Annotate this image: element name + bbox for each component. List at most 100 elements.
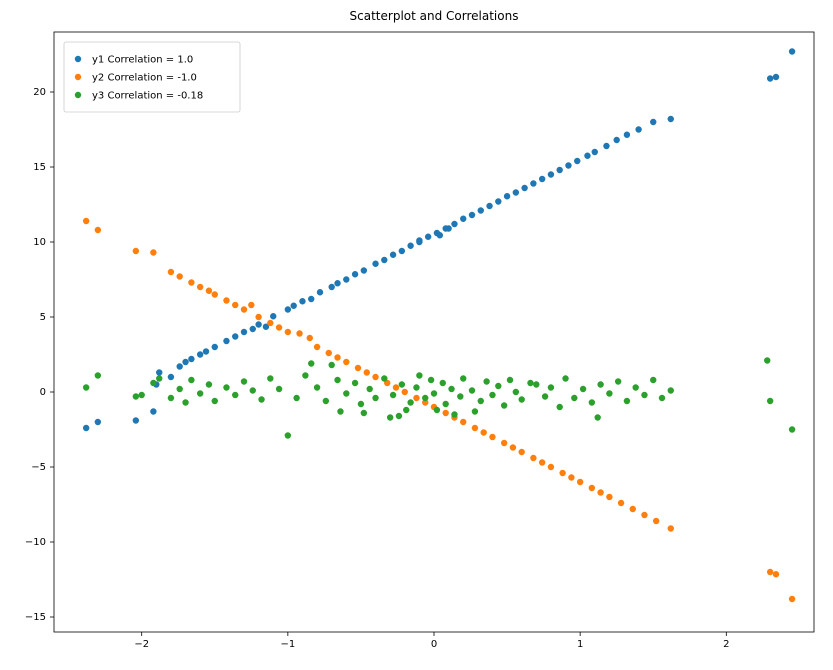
data-point [396,413,402,419]
data-point [241,329,247,335]
data-point [343,390,349,396]
data-point [337,408,343,414]
data-point [168,269,174,275]
y-tick-label: 20 [33,87,46,98]
data-point [314,384,320,390]
data-point [223,297,229,303]
legend-label: y1 Correlation = 1.0 [92,55,193,66]
data-point [442,410,448,416]
data-point [95,372,101,378]
data-point [232,392,238,398]
data-point [156,369,162,375]
data-point [589,485,595,491]
data-point [513,189,519,195]
data-point [416,237,422,243]
data-point [285,432,291,438]
data-point [285,306,291,312]
data-point [212,398,218,404]
data-point [355,365,361,371]
legend-marker-icon [75,74,81,80]
data-point [431,390,437,396]
data-point [352,271,358,277]
data-point [402,389,408,395]
data-point [150,408,156,414]
data-point [501,440,507,446]
data-point [232,333,238,339]
data-point [133,417,139,423]
data-point [197,351,203,357]
data-point [451,411,457,417]
data-point [241,378,247,384]
chart-container: −2−1012−15−10−505101520Scatterplot and C… [0,0,833,670]
data-point [789,426,795,432]
data-point [606,390,612,396]
data-point [255,314,261,320]
data-point [138,392,144,398]
data-point [328,284,334,290]
data-point [618,500,624,506]
data-point [489,392,495,398]
data-point [212,344,218,350]
data-point [478,207,484,213]
data-point [203,348,209,354]
data-point [650,377,656,383]
data-point [323,398,329,404]
data-point [483,378,489,384]
data-point [188,377,194,383]
data-point [248,302,254,308]
data-point [188,356,194,362]
data-point [176,273,182,279]
data-point [399,248,405,254]
data-point [521,185,527,191]
data-point [486,203,492,209]
data-point [334,354,340,360]
data-point [276,324,282,330]
data-point [457,393,463,399]
data-point [489,434,495,440]
data-point [501,402,507,408]
data-point [668,116,674,122]
data-point [548,171,554,177]
data-point [568,474,574,480]
data-point [416,372,422,378]
data-point [668,525,674,531]
data-point [518,449,524,455]
data-point [343,359,349,365]
y-tick-label: 15 [33,162,46,173]
data-point [381,375,387,381]
data-point [182,399,188,405]
chart-title: Scatterplot and Correlations [350,9,519,23]
data-point [530,455,536,461]
y-tick-label: −10 [25,537,46,548]
data-point [594,414,600,420]
y-tick-label: 0 [40,387,46,398]
y-tick-label: −15 [25,612,46,623]
data-point [472,425,478,431]
data-point [334,377,340,383]
data-point [422,395,428,401]
series-y3 [83,357,795,438]
data-point [176,386,182,392]
data-point [361,410,367,416]
data-point [352,380,358,386]
data-point [182,359,188,365]
data-point [428,377,434,383]
data-point [448,386,454,392]
data-point [559,470,565,476]
data-point [513,389,519,395]
data-point [650,119,656,125]
data-point [789,596,795,602]
data-point [95,419,101,425]
data-point [168,395,174,401]
points-group [83,48,795,602]
data-point [469,387,475,393]
data-point [133,393,139,399]
data-point [542,393,548,399]
data-point [597,489,603,495]
data-point [150,380,156,386]
x-tick-label: 1 [577,639,583,650]
data-point [390,252,396,258]
data-point [510,444,516,450]
data-point [442,401,448,407]
data-point [641,392,647,398]
